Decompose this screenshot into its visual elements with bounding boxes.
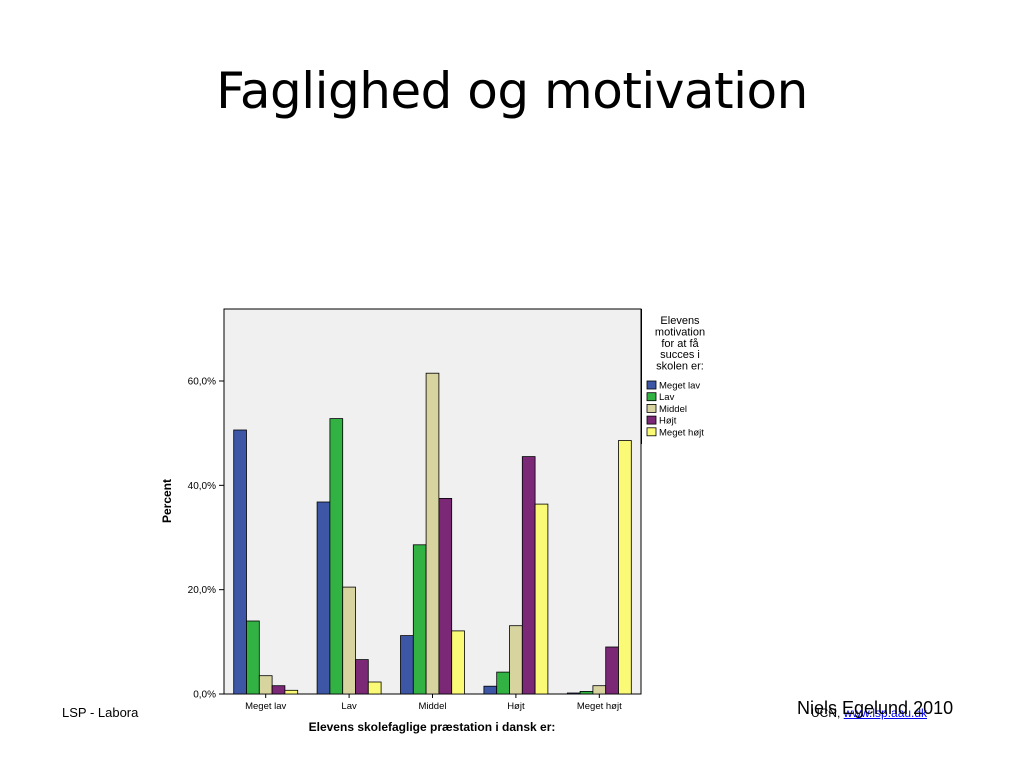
x-tick-label: Meget lav [245,701,286,712]
legend-label: Middel [659,404,687,415]
bars-group [233,372,632,695]
bar [355,659,369,695]
x-tick-label: Middel [419,701,447,712]
footer-url-prefix: UCN, [811,706,844,720]
y-axis-title: Percent [160,479,174,523]
bar [496,671,510,695]
x-tick-label: Meget højt [577,701,622,712]
legend-title-line: succes i [660,349,700,361]
y-tick-label: 60,0% [188,377,216,388]
bar [367,681,382,695]
bar [605,646,619,695]
bar [258,675,273,695]
legend-swatch [646,392,657,402]
x-tick-label: Lav [341,701,357,712]
bar [618,440,632,695]
bar [233,429,247,695]
bar [316,501,331,695]
bar [579,691,594,695]
bar [534,503,549,695]
legend-label: Meget højt [659,427,704,438]
bar [329,418,344,695]
x-axis: Meget lav Lav Middel Højt Meget højt [245,694,622,712]
y-tick-label: 40,0% [188,481,216,492]
legend-swatch [646,403,657,413]
bar [451,630,465,695]
legend-title-line: for at få [661,338,699,350]
author-credit: Niels Egelund 2010 [797,698,954,718]
y-tick-label: 20,0% [188,585,216,596]
legend-label: Lav [659,392,675,403]
bar [246,620,260,695]
bar [438,497,453,695]
bar [592,685,607,695]
x-axis-title: Elevens skolefaglige præstation i dansk … [309,720,556,734]
bar [483,685,498,695]
x-tick-label: Højt [507,701,525,712]
legend-title-line: motivation [655,326,705,338]
legend-title-line: Elevens [660,315,700,327]
bar [412,544,427,695]
bar [509,625,523,695]
bar [566,692,581,695]
bar [342,586,356,695]
legend-swatch [646,415,657,425]
footer-url-line: UCN, www.lsp.aau.dk [811,706,927,720]
footer-left-text: LSP - Labora [62,705,139,720]
bar [271,685,286,695]
bar [400,635,414,695]
bar [425,372,440,695]
legend-title-line: skolen er: [656,361,704,373]
bar [521,456,536,695]
bar [284,689,299,695]
y-axis: 0,0% 20,0% 40,0% 60,0% [188,377,224,701]
legend-swatch [646,380,657,390]
y-tick-label: 0,0% [193,690,216,701]
footer-url-link[interactable]: www.lsp.aau.dk [843,706,928,720]
legend-label: Højt [659,416,677,427]
legend-swatch [646,427,657,437]
legend-label: Meget lav [659,381,700,392]
slide-title: Faglighed og motivation [216,62,808,120]
